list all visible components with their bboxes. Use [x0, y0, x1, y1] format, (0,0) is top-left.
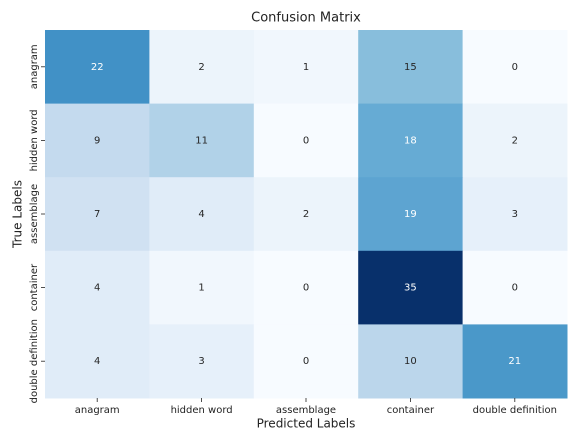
cell-label: 4	[198, 209, 204, 220]
cell	[45, 177, 150, 252]
cell-label: 15	[404, 62, 417, 73]
cell-label: 9	[94, 135, 100, 146]
y-tick-label: assemblage	[29, 184, 40, 244]
cell	[462, 30, 568, 105]
cell	[149, 103, 255, 178]
cell-label: 1	[198, 283, 204, 294]
cell	[358, 250, 464, 325]
cell-label: 11	[195, 135, 208, 146]
cell-label: 10	[404, 356, 417, 367]
x-tick-label: hidden word	[171, 405, 233, 416]
cell-label: 3	[198, 356, 204, 367]
cell	[149, 324, 255, 399]
cell	[253, 250, 359, 325]
cell	[149, 177, 255, 252]
chart-title: Confusion Matrix	[251, 11, 361, 26]
y-tick-label: double definition	[29, 319, 40, 403]
cell-label: 7	[94, 209, 100, 220]
cell-label: 4	[94, 356, 100, 367]
cell	[45, 30, 150, 105]
cell	[358, 103, 464, 178]
cell	[253, 177, 359, 252]
cell-label: 21	[508, 356, 521, 367]
cell-label: 2	[198, 62, 204, 73]
cell-label: 0	[512, 283, 518, 294]
cell-label: 19	[404, 209, 417, 220]
cell-label: 0	[303, 283, 309, 294]
cell-label: 2	[303, 209, 309, 220]
cell	[149, 30, 255, 105]
x-tick-label: double definition	[473, 405, 557, 416]
cell	[462, 103, 568, 178]
cell-label: 0	[512, 62, 518, 73]
cell	[253, 103, 359, 178]
cell	[253, 324, 359, 399]
cell	[45, 250, 150, 325]
y-tick-label: anagram	[29, 44, 40, 89]
cell	[462, 250, 568, 325]
cell-label: 4	[94, 283, 100, 294]
y-tick-label: hidden word	[29, 109, 40, 171]
cell-label: 18	[404, 135, 417, 146]
cell	[253, 30, 359, 105]
cell-label: 35	[404, 283, 417, 294]
cell	[358, 177, 464, 252]
cell-label: 3	[512, 209, 518, 220]
cell-label: 0	[303, 356, 309, 367]
x-axis-label: Predicted Labels	[257, 417, 356, 429]
cell	[149, 250, 255, 325]
cell	[45, 103, 150, 178]
cell	[462, 324, 568, 399]
y-tick-label: container	[29, 263, 40, 311]
y-axis-label: True Labels	[11, 180, 25, 249]
cell-label: 0	[303, 135, 309, 146]
x-tick-label: assemblage	[276, 405, 336, 416]
cell-label: 2	[512, 135, 518, 146]
x-tick-label: container	[387, 405, 435, 416]
cell	[358, 324, 464, 399]
cell	[358, 30, 464, 105]
cell	[45, 324, 150, 399]
x-tick-label: anagram	[75, 405, 120, 416]
cell	[462, 177, 568, 252]
cell-label: 22	[91, 62, 104, 73]
cell-label: 1	[303, 62, 309, 73]
